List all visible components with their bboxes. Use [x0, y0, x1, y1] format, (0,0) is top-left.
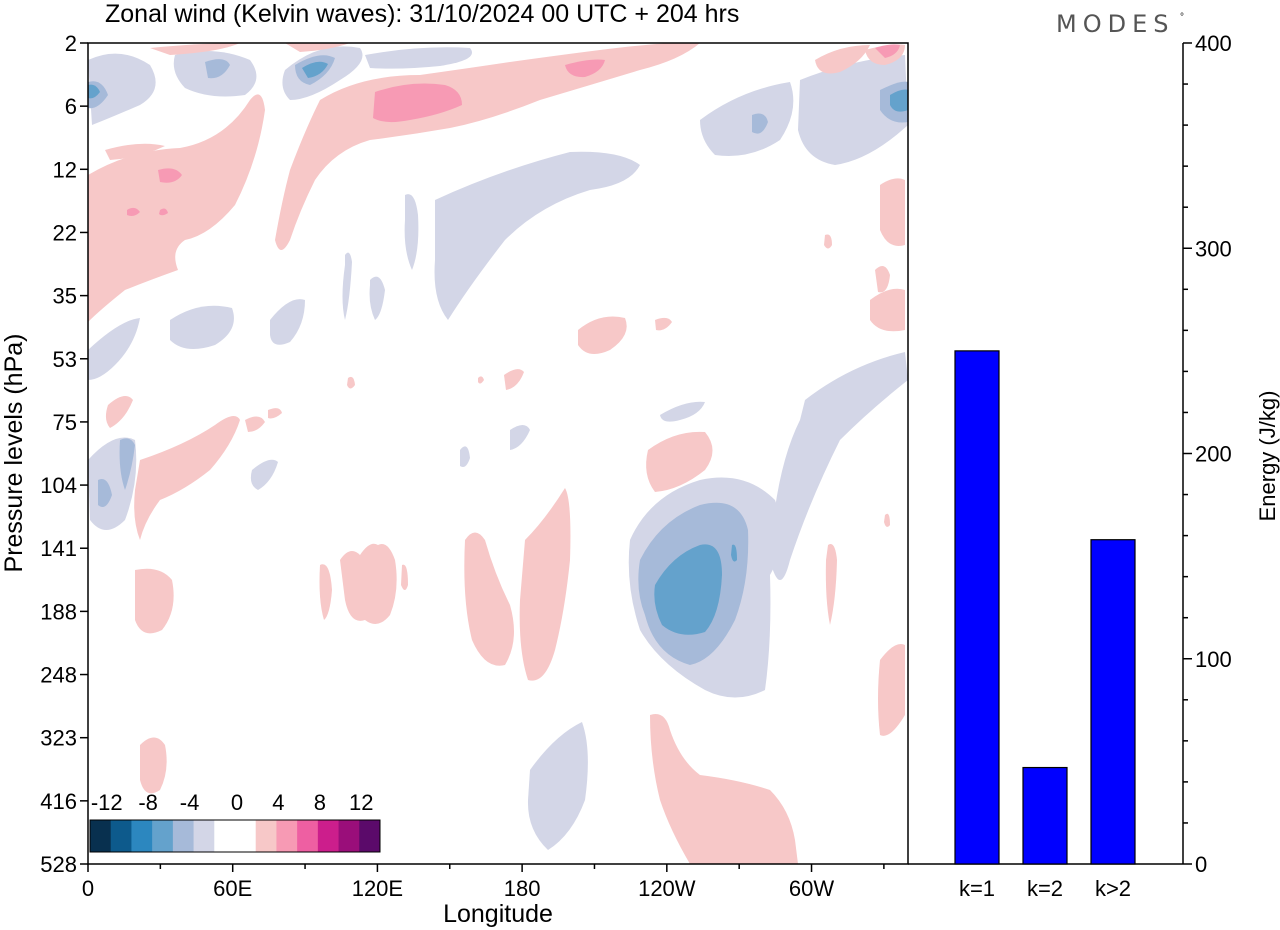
colorbar-label: -8: [138, 790, 158, 815]
colorbar-swatch: [172, 820, 195, 852]
colorbar-swatch: [317, 820, 340, 852]
heatmap-frame: [87, 42, 909, 865]
pressure-tick-label: 188: [40, 599, 77, 624]
energy-tick-label: 100: [1195, 647, 1232, 672]
colorbar-swatch: [110, 820, 132, 852]
pressure-axis: 2 6 12 22 35 53 75 104 141 188 248 323 416 528: [40, 31, 88, 877]
colorbar-label: 0: [231, 790, 243, 815]
colorbar-label: 4: [272, 790, 284, 815]
modes-logo: MODES: [1056, 10, 1174, 38]
energy-tick-label: 0: [1195, 852, 1207, 877]
colorbar-swatch: [338, 820, 360, 852]
longitude-tick-label: 180: [504, 876, 541, 901]
energy-tick-label: 300: [1195, 236, 1232, 261]
pressure-tick-label: 323: [40, 726, 77, 751]
colorbar-swatch: [359, 820, 381, 852]
colorbar-label: -4: [180, 790, 200, 815]
colorbar-swatch: [214, 820, 236, 852]
energy-bar-3: [1090, 539, 1136, 865]
energy-category-label: k>2: [1095, 876, 1131, 901]
colorbar-swatch: [152, 820, 174, 852]
longitude-tick-label: 120E: [352, 876, 403, 901]
energy-bar-2: [1022, 766, 1068, 865]
energy-axis-title: Energy (J/kg): [1255, 391, 1280, 522]
colorbar-label: -12: [91, 790, 123, 815]
energy-tick-label: 200: [1195, 442, 1232, 467]
pressure-tick-label: 141: [40, 536, 77, 561]
wind-contour-field: [88, 43, 908, 864]
energy-bar-1: [954, 350, 1000, 865]
colorbar-swatch: [235, 820, 257, 852]
pressure-tick-label: 2: [65, 31, 77, 56]
positive-anomaly-medium: [127, 44, 900, 216]
pressure-tick-label: 35: [53, 284, 77, 309]
colorbar-frame: [89, 819, 381, 853]
colorbar-swatch: [193, 820, 215, 852]
pressure-tick-label: 528: [40, 852, 77, 877]
longitude-tick-label: 0: [82, 876, 94, 901]
pressure-tick-label: 22: [53, 220, 77, 245]
chart-title: Zonal wind (Kelvin waves): 31/10/2024 00…: [105, 0, 739, 28]
negative-anomaly-strong: [88, 61, 908, 635]
pressure-tick-label: 75: [53, 410, 77, 435]
energy-category-label: k=1: [959, 876, 995, 901]
pressure-tick-label: 248: [40, 663, 77, 688]
energy-axis: 0 100 200 300 400: [1183, 31, 1232, 877]
pressure-tick-label: 104: [40, 473, 77, 498]
energy-tick-label: 400: [1195, 31, 1232, 56]
pressure-axis-title: Pressure levels (hPa): [0, 334, 28, 573]
colorbar-label: 8: [314, 790, 326, 815]
longitude-tick-label: 120W: [638, 876, 696, 901]
pressure-tick-label: 416: [40, 789, 77, 814]
modes-logo-mark: °: [1180, 12, 1184, 23]
positive-anomaly-light: [88, 43, 905, 864]
colorbar: -12 -8 -4 0 4 8 12: [89, 790, 381, 853]
longitude-tick-label: 60W: [789, 876, 834, 901]
colorbar-swatch: [131, 820, 153, 852]
pressure-tick-label: 53: [53, 347, 77, 372]
energy-bars: k=1 k=2 k>2: [954, 350, 1136, 901]
colorbar-label: 12: [349, 790, 373, 815]
colorbar-swatch: [255, 820, 277, 852]
longitude-axis: 0 60E 120E 180 120W 60W: [82, 864, 885, 901]
colorbar-swatch: [276, 820, 298, 852]
longitude-axis-title: Longitude: [443, 900, 553, 928]
pressure-tick-label: 12: [53, 157, 77, 182]
energy-category-label: k=2: [1027, 876, 1063, 901]
colorbar-swatch: [297, 820, 319, 852]
pressure-tick-label: 6: [65, 94, 77, 119]
longitude-tick-label: 60E: [213, 876, 252, 901]
colorbar-swatch: [90, 820, 112, 852]
